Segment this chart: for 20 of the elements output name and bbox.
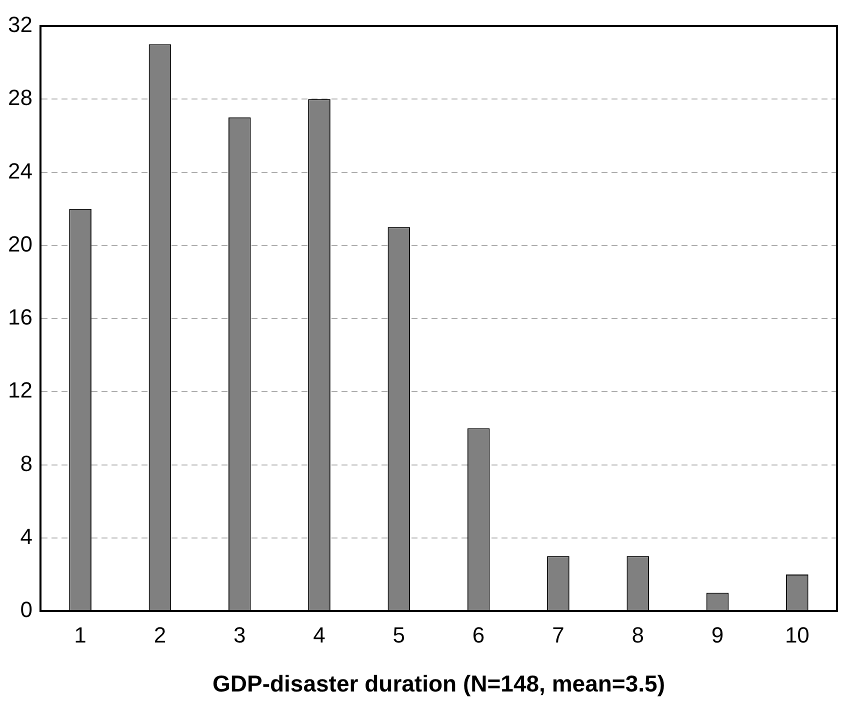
x-tick-label: 2 <box>154 622 166 648</box>
y-tick-label: 32 <box>8 12 32 38</box>
x-tick-label: 5 <box>392 622 406 648</box>
x-axis-title: GDP-disaster duration (N=148, mean=3.5) <box>212 670 665 697</box>
y-tick-label: 8 <box>20 450 32 476</box>
x-tick-label: 8 <box>632 622 644 648</box>
x-tick-label: 6 <box>472 622 485 648</box>
y-tick-label: 28 <box>8 85 32 110</box>
y-tick-label: 24 <box>8 158 32 184</box>
x-tick-label: 4 <box>313 622 326 648</box>
y-tick-label: 20 <box>8 231 32 256</box>
x-tick-label: 1 <box>74 622 86 648</box>
y-tick-label: 12 <box>8 378 32 403</box>
x-tick-label: 7 <box>552 622 564 648</box>
x-tick-label: 10 <box>784 622 810 648</box>
y-tick-label: 16 <box>8 304 32 330</box>
x-tick-label: 9 <box>711 622 724 648</box>
x-tick-label: 3 <box>233 622 246 648</box>
y-tick-label: 4 <box>20 524 32 549</box>
y-tick-label: 0 <box>20 597 32 622</box>
